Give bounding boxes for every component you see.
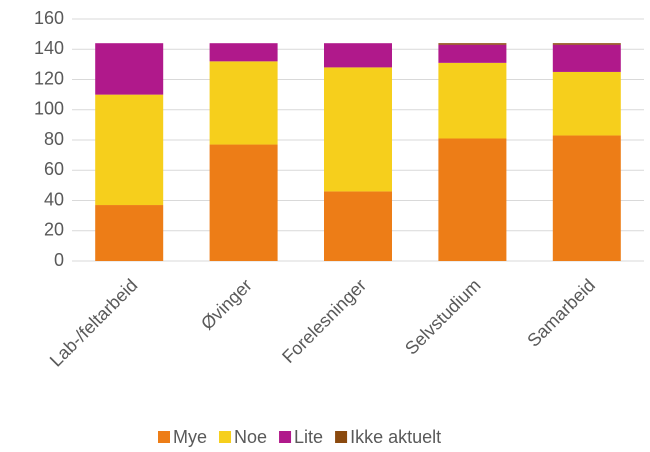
x-tick-label: Øvinger xyxy=(197,275,256,334)
legend-label: Ikke aktuelt xyxy=(350,427,441,447)
legend-label: Mye xyxy=(173,427,207,447)
bar-segment xyxy=(438,44,507,63)
bar-segment xyxy=(438,62,507,139)
bar-segment xyxy=(95,94,164,206)
bar-segment xyxy=(324,191,392,261)
bar-segment xyxy=(324,43,392,68)
y-tick-label: 20 xyxy=(44,220,64,240)
x-tick-label: Selvstudium xyxy=(401,275,484,358)
y-tick-label: 140 xyxy=(34,38,64,58)
bar-segment xyxy=(438,138,507,261)
bar-segment xyxy=(438,43,507,45)
bar-segment xyxy=(552,44,621,72)
x-tick-label: Samarbeid xyxy=(523,275,599,351)
y-tick-label: 60 xyxy=(44,159,64,179)
bar-segment xyxy=(209,43,278,62)
legend-swatch xyxy=(219,431,232,443)
x-tick-label: Lab-/feltarbeid xyxy=(46,275,142,371)
bar-segment xyxy=(552,43,621,45)
legend-swatch xyxy=(335,431,348,443)
y-tick-label: 100 xyxy=(34,99,64,119)
legend-label: Noe xyxy=(234,427,267,447)
bar-segment xyxy=(209,144,278,261)
bar-segment xyxy=(552,71,621,136)
legend-swatch xyxy=(279,431,292,443)
bar-segment xyxy=(209,61,278,145)
y-tick-label: 80 xyxy=(44,129,64,149)
x-tick-label: Forelesninger xyxy=(278,275,370,367)
y-tick-label: 120 xyxy=(34,68,64,88)
bar-segment xyxy=(324,67,392,192)
y-tick-label: 40 xyxy=(44,189,64,209)
y-tick-label: 160 xyxy=(34,8,64,28)
legend-swatch xyxy=(158,431,170,443)
legend-label: Lite xyxy=(294,427,323,447)
y-tick-label: 0 xyxy=(54,250,64,270)
bar-segment xyxy=(95,205,164,261)
bar-segment xyxy=(95,43,164,95)
bar-segment xyxy=(552,135,621,261)
